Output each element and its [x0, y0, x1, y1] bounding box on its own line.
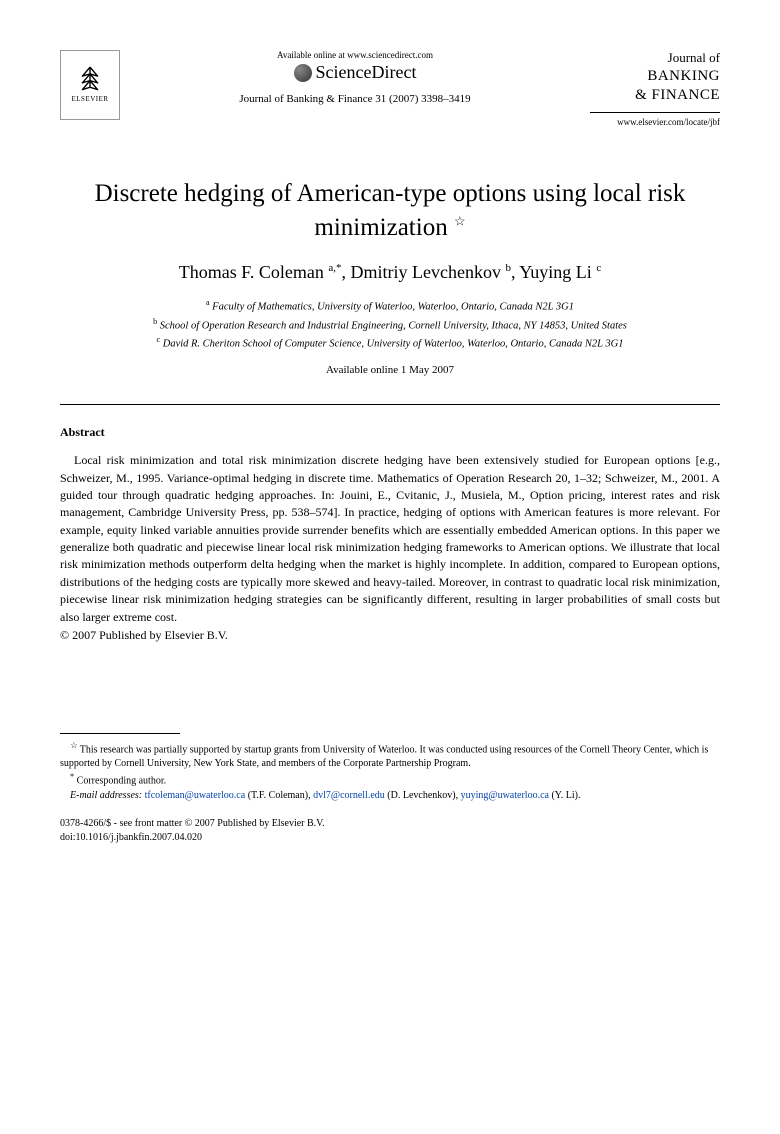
affiliations: a Faculty of Mathematics, University of … — [60, 297, 720, 352]
copyright-line: © 2007 Published by Elsevier B.V. — [60, 628, 720, 643]
title-footnote-mark: ☆ — [454, 213, 466, 228]
footnote-separator — [60, 733, 180, 734]
divider — [60, 404, 720, 405]
issn-line: 0378-4266/$ - see front matter © 2007 Pu… — [60, 817, 720, 831]
journal-title-box: Journal of BANKING & FINANCE www.elsevie… — [590, 50, 720, 127]
email-label: E-mail addresses: — [70, 790, 142, 801]
email-link[interactable]: tfcoleman@uwaterloo.ca — [145, 790, 246, 801]
author: Dmitriy Levchenkov b — [350, 262, 510, 282]
author-name: Yuying Li — [519, 262, 592, 282]
email-link[interactable]: yuying@uwaterloo.ca — [461, 790, 549, 801]
funding-footnote: ☆ This research was partially supported … — [60, 740, 720, 771]
page-header: 𖠰 ELSEVIER Available online at www.scien… — [60, 50, 720, 127]
author: Yuying Li c — [519, 262, 601, 282]
affiliation: a Faculty of Mathematics, University of … — [60, 297, 720, 315]
affil-text: Faculty of Mathematics, University of Wa… — [212, 302, 574, 313]
journal-reference: Journal of Banking & Finance 31 (2007) 3… — [132, 93, 578, 105]
authors-line: Thomas F. Coleman a,*, Dmitriy Levchenko… — [60, 262, 720, 283]
corresponding-footnote: * Corresponding author. — [60, 771, 720, 788]
affil-mark: c — [157, 335, 161, 344]
journal-title-line3: & FINANCE — [590, 86, 720, 106]
funding-mark: ☆ — [70, 741, 77, 750]
elsevier-logo: 𖠰 ELSEVIER — [60, 50, 120, 120]
footnotes: ☆ This research was partially supported … — [60, 740, 720, 803]
available-date: Available online 1 May 2007 — [60, 364, 720, 376]
header-center: Available online at www.sciencedirect.co… — [120, 50, 590, 105]
affiliation: b School of Operation Research and Indus… — [60, 316, 720, 334]
email-who: (T.F. Coleman) — [248, 790, 308, 801]
author-name: Dmitriy Levchenkov — [350, 262, 500, 282]
corresponding-text: Corresponding author. — [77, 776, 166, 787]
available-online-text: Available online at www.sciencedirect.co… — [132, 50, 578, 60]
abstract-text: Local risk minimization and total risk m… — [60, 452, 720, 626]
author-name: Thomas F. Coleman — [179, 262, 324, 282]
funding-text: This research was partially supported by… — [60, 744, 708, 769]
journal-title-line2: BANKING — [590, 67, 720, 87]
corresponding-mark: * — [70, 772, 74, 781]
affil-text: School of Operation Research and Industr… — [160, 320, 627, 331]
author-marks: c — [596, 262, 601, 274]
email-who: (Y. Li) — [551, 790, 577, 801]
journal-title: Journal of BANKING & FINANCE — [590, 50, 720, 113]
affil-text: David R. Cheriton School of Computer Sci… — [163, 338, 624, 349]
abstract-heading: Abstract — [60, 425, 720, 440]
email-link[interactable]: dvl7@cornell.edu — [313, 790, 385, 801]
sciencedirect-logo: ScienceDirect — [132, 62, 578, 83]
author: Thomas F. Coleman a,* — [179, 262, 342, 282]
author-marks: b — [505, 262, 511, 274]
affil-mark: a — [206, 298, 210, 307]
email-who: (D. Levchenkov) — [387, 790, 455, 801]
journal-title-line1: Journal of — [590, 50, 720, 67]
email-footnote: E-mail addresses: tfcoleman@uwaterloo.ca… — [60, 789, 720, 803]
sciencedirect-text: ScienceDirect — [316, 62, 417, 83]
elsevier-label: ELSEVIER — [71, 95, 108, 103]
title-text: Discrete hedging of American-type option… — [95, 180, 686, 241]
journal-url: www.elsevier.com/locate/jbf — [590, 117, 720, 127]
affiliation: c David R. Cheriton School of Computer S… — [60, 334, 720, 352]
author-marks: a,* — [328, 262, 341, 274]
article-title: Discrete hedging of American-type option… — [60, 177, 720, 245]
tree-icon: 𖠰 — [80, 67, 100, 95]
doi-line: doi:10.1016/j.jbankfin.2007.04.020 — [60, 831, 720, 845]
sphere-icon — [294, 64, 312, 82]
affil-mark: b — [153, 317, 157, 326]
bottom-matter: 0378-4266/$ - see front matter © 2007 Pu… — [60, 817, 720, 845]
